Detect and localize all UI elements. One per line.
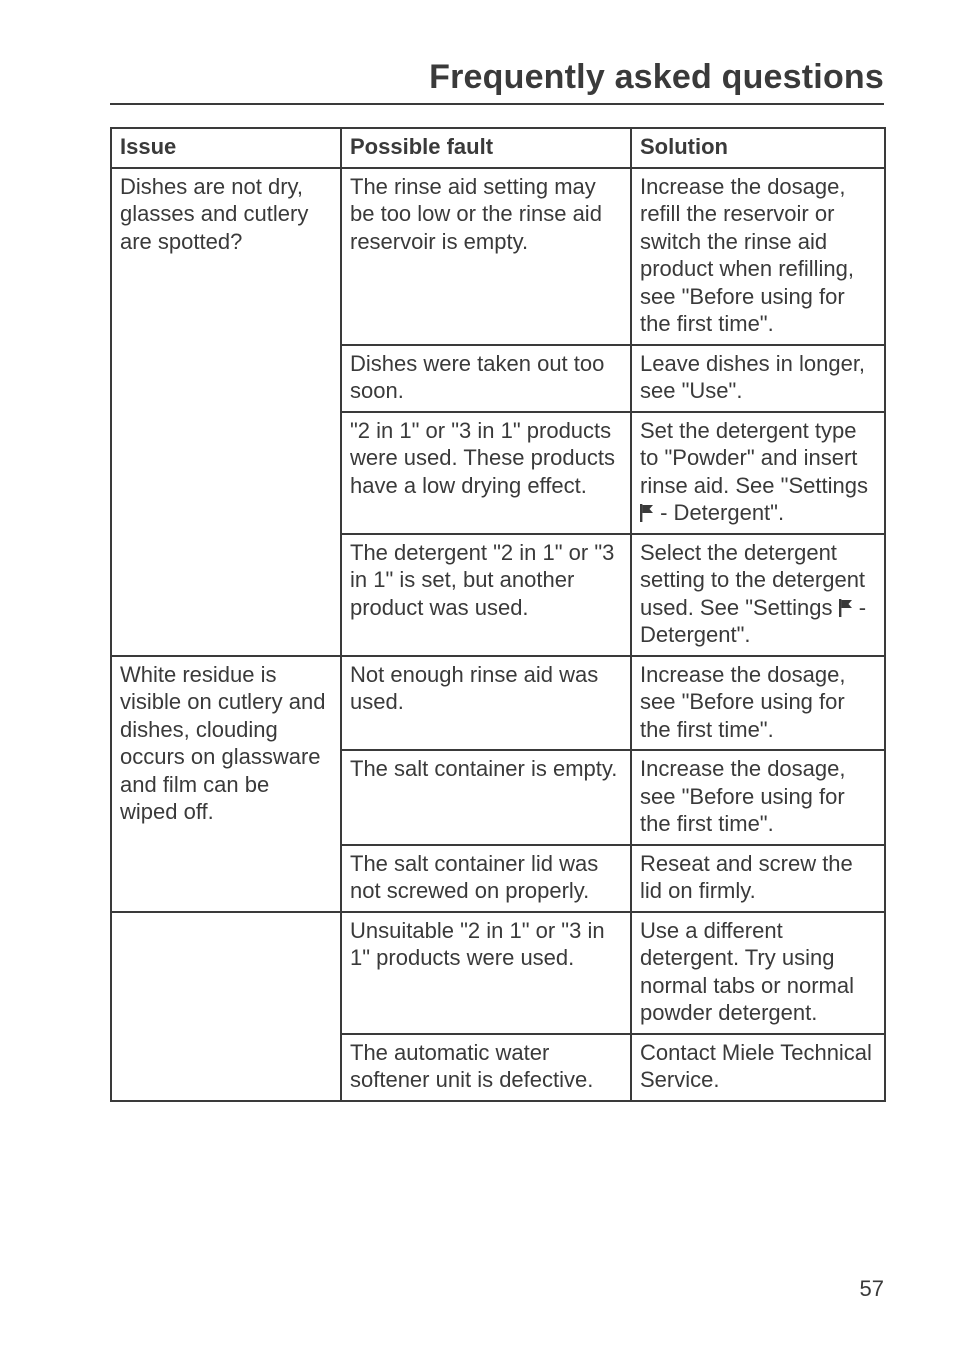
solution-cell: Increase the dosage, refill the reservoi… xyxy=(631,168,885,345)
fault-cell: "2 in 1" or "3 in 1" products were used.… xyxy=(341,412,631,534)
fault-cell: The automatic water softener unit is def… xyxy=(341,1034,631,1101)
col-header-fault: Possible fault xyxy=(341,128,631,168)
page-title: Frequently asked questions xyxy=(110,58,884,97)
faq-table: Issue Possible fault Solution Dishes are… xyxy=(110,127,886,1102)
solution-cell: Contact Miele Technical Service. xyxy=(631,1034,885,1101)
issue-cell: White residue is visible on cutlery and … xyxy=(111,656,341,912)
solution-cell: Increase the dosage, see "Before using f… xyxy=(631,750,885,845)
table-row: Dishes are not dry, glasses and cutlery … xyxy=(111,168,885,345)
solution-cell: Leave dishes in longer, see "Use". xyxy=(631,345,885,412)
table-row: Unsuitable "2 in 1" or "3 in 1" products… xyxy=(111,912,885,1034)
table-header-row: Issue Possible fault Solution xyxy=(111,128,885,168)
solution-cell: Increase the dosage, see "Before using f… xyxy=(631,656,885,751)
col-header-issue: Issue xyxy=(111,128,341,168)
issue-cell-continued xyxy=(111,912,341,1101)
fault-cell: Unsuitable "2 in 1" or "3 in 1" products… xyxy=(341,912,631,1034)
fault-cell: Not enough rinse aid was used. xyxy=(341,656,631,751)
fault-cell: The salt container lid was not screwed o… xyxy=(341,845,631,912)
flag-icon xyxy=(640,500,654,525)
table-row: White residue is visible on cutlery and … xyxy=(111,656,885,751)
fault-cell: The detergent "2 in 1" or "3 in 1" is se… xyxy=(341,534,631,656)
fault-cell: The salt container is empty. xyxy=(341,750,631,845)
fault-cell: The rinse aid setting may be too low or … xyxy=(341,168,631,345)
page-number: 57 xyxy=(860,1276,884,1302)
col-header-solution: Solution xyxy=(631,128,885,168)
solution-cell: Select the detergent setting to the dete… xyxy=(631,534,885,656)
solution-cell: Reseat and screw the lid on firmly. xyxy=(631,845,885,912)
solution-cell: Use a different detergent. Try using nor… xyxy=(631,912,885,1034)
issue-cell: Dishes are not dry, glasses and cutlery … xyxy=(111,168,341,656)
solution-cell: Set the detergent type to "Powder" and i… xyxy=(631,412,885,534)
flag-icon xyxy=(839,595,853,620)
fault-cell: Dishes were taken out too soon. xyxy=(341,345,631,412)
